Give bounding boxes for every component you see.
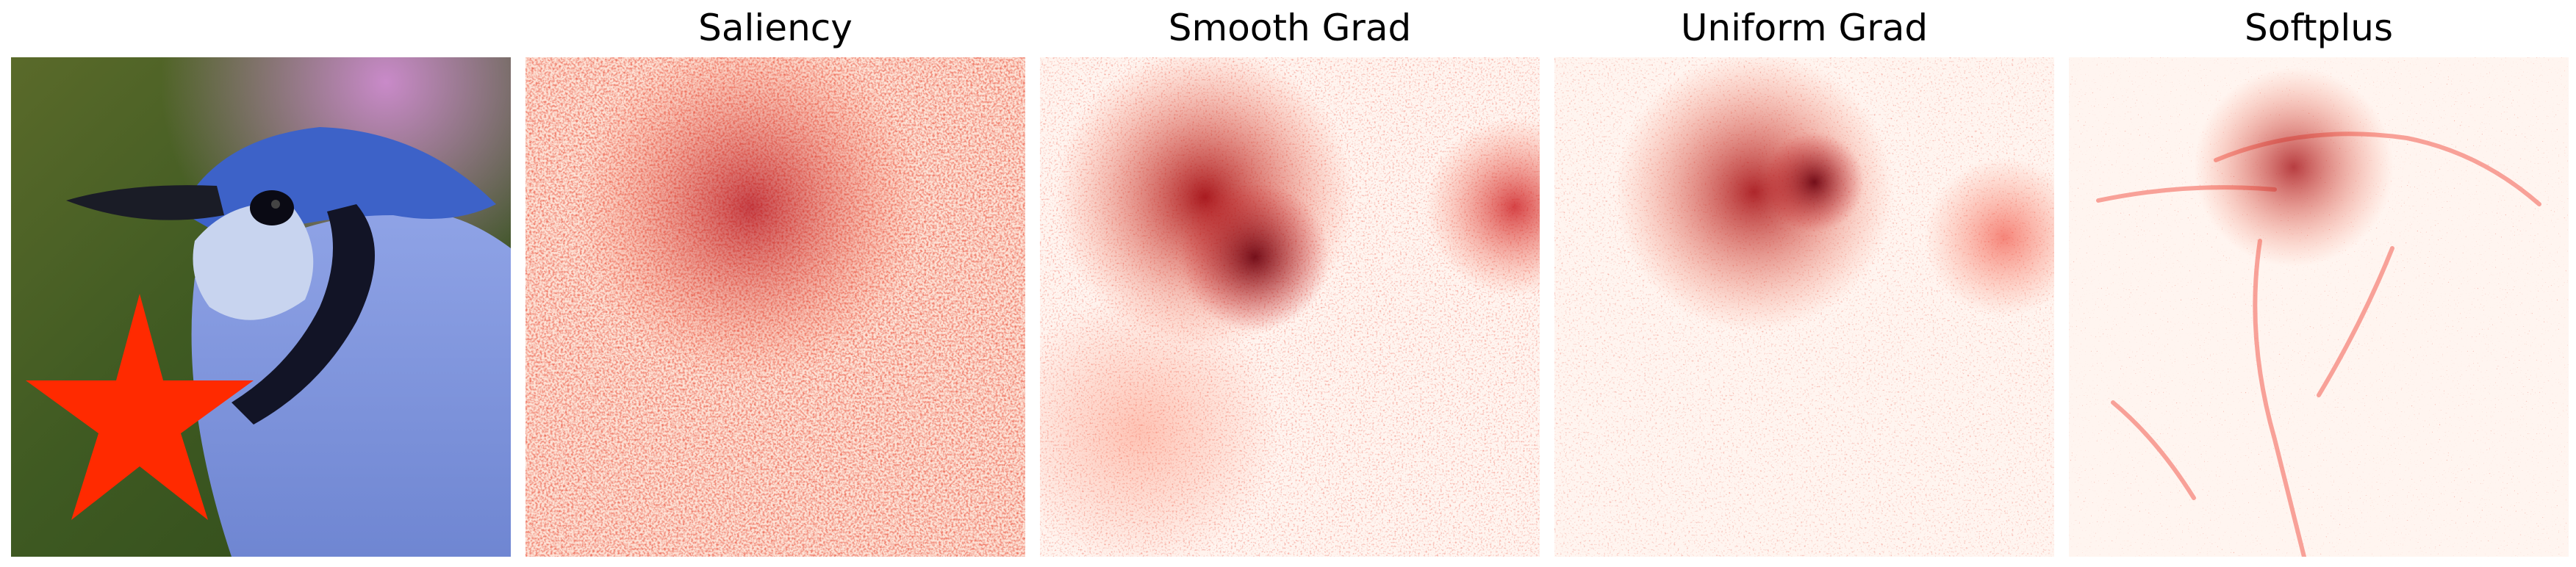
smooth-grad-heatmap-panel (1040, 57, 1540, 557)
blue-jay-image (11, 57, 511, 557)
input-image-panel (11, 57, 511, 557)
softplus-heatmap-panel (2069, 57, 2569, 557)
saliency-heatmap-panel (525, 57, 1025, 557)
panel-title-uniform-grad: Uniform Grad (1680, 7, 1929, 49)
red-star-occlusion (26, 294, 254, 520)
panel-title-saliency: Saliency (698, 7, 853, 49)
uniform-grad-heatmap (1554, 57, 2054, 557)
uniform-grad-heatmap-panel (1554, 57, 2054, 557)
smooth-grad-heatmap (1040, 57, 1540, 557)
softplus-heatmap (2069, 57, 2569, 557)
panel-title-softplus: Softplus (2244, 7, 2394, 49)
saliency-heatmap (525, 57, 1025, 557)
panel-title-smooth-grad: Smooth Grad (1168, 7, 1412, 49)
